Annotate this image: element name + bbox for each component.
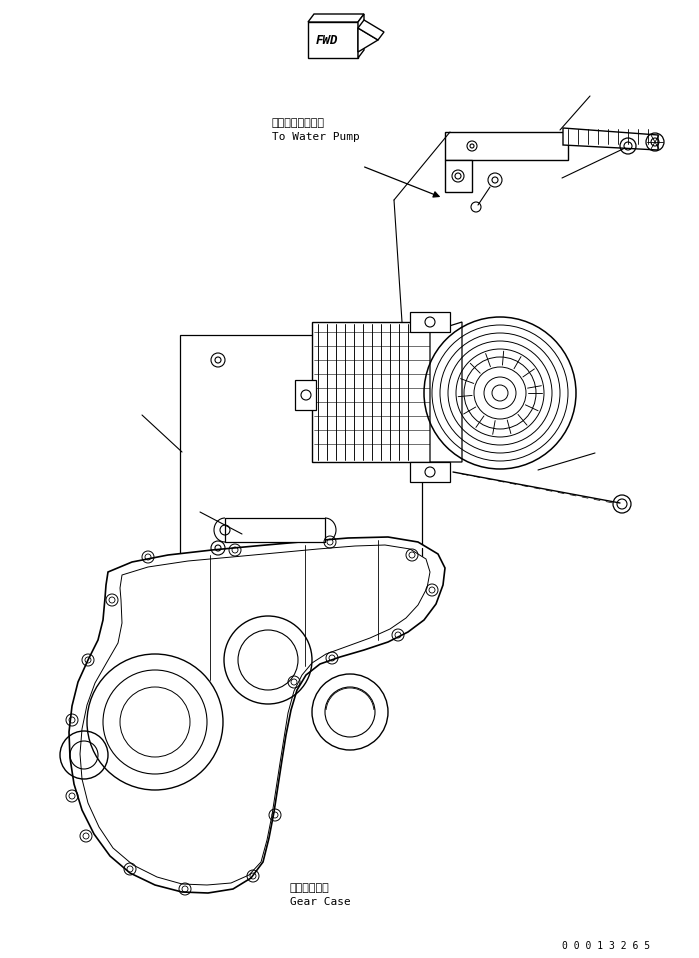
Text: ウォータポンプへ: ウォータポンプへ	[272, 118, 325, 128]
Polygon shape	[358, 28, 378, 52]
Polygon shape	[225, 518, 325, 542]
Polygon shape	[410, 462, 450, 482]
Polygon shape	[445, 160, 472, 192]
Text: 0 0 0 1 3 2 6 5: 0 0 0 1 3 2 6 5	[562, 941, 650, 951]
Polygon shape	[308, 22, 358, 58]
Polygon shape	[445, 132, 568, 160]
Polygon shape	[69, 537, 445, 893]
Text: Gear Case: Gear Case	[290, 897, 351, 907]
Polygon shape	[80, 545, 430, 885]
Polygon shape	[430, 322, 462, 462]
Polygon shape	[180, 335, 422, 572]
Polygon shape	[358, 14, 364, 58]
Polygon shape	[358, 20, 384, 40]
Polygon shape	[410, 312, 450, 332]
Polygon shape	[308, 14, 364, 22]
Text: To Water Pump: To Water Pump	[272, 132, 360, 142]
Text: FWD: FWD	[316, 34, 338, 47]
Text: ギヤーケース: ギヤーケース	[290, 883, 330, 893]
Polygon shape	[563, 128, 658, 150]
Polygon shape	[295, 380, 316, 410]
Polygon shape	[312, 322, 432, 462]
